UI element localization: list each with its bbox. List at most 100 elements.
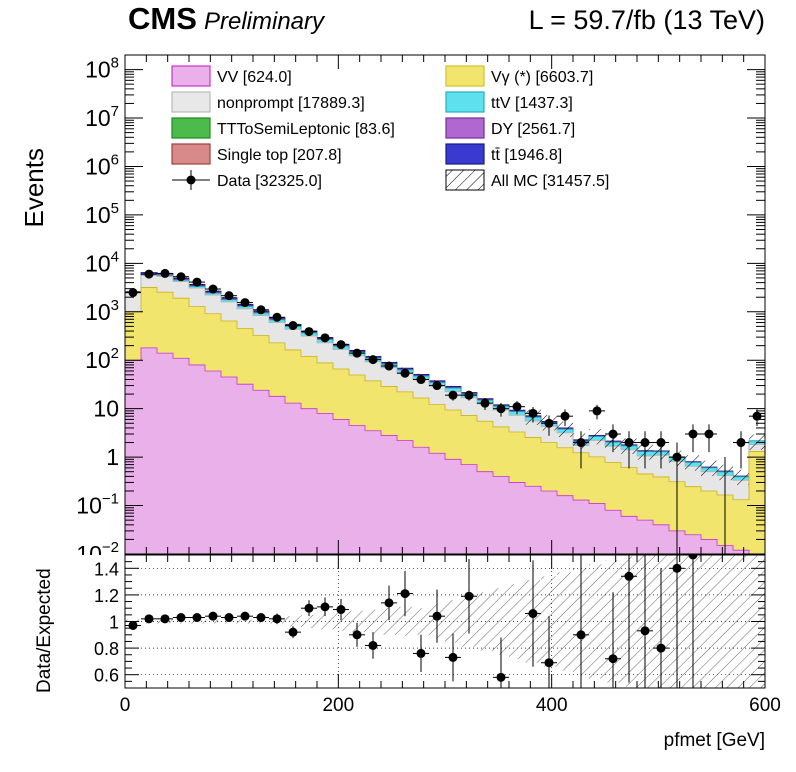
ratio-point [176, 613, 186, 623]
ratio-band-bin [701, 555, 717, 688]
ratio-y-tick-label: 0.6 [94, 666, 119, 686]
x-axis: 0 200 400 600 [120, 55, 781, 716]
legend-swatch-singletop [171, 143, 211, 165]
ratio-point [640, 626, 650, 636]
ratio-point [688, 555, 698, 560]
ratio-y-tick-label: 0.8 [94, 639, 119, 659]
data-point [704, 429, 714, 439]
y-tick-label: 103 [85, 297, 119, 325]
y-tick-label: 102 [85, 345, 119, 373]
ratio-band-bin [477, 592, 493, 651]
ratio-band-bin [205, 619, 221, 624]
ratio-point [464, 591, 474, 601]
ratio-point [368, 640, 378, 650]
y-tick-label: 10 [93, 396, 119, 422]
legend-swatch-dy [445, 117, 485, 139]
data-point [256, 305, 266, 315]
ratio-point [240, 611, 250, 621]
data-point [496, 404, 506, 414]
data-point [384, 361, 394, 371]
luminosity-label: L = 59.7/fb (13 TeV) [529, 5, 765, 35]
ratio-point [352, 630, 362, 640]
ratio-point [336, 605, 346, 615]
mc-band-bin [397, 367, 413, 369]
mc-band-bin [429, 380, 445, 382]
legend-label-singletop: Single top [207.8] [217, 147, 342, 164]
ratio-uncertainty-band [125, 555, 765, 688]
ratio-band-bin [237, 619, 253, 624]
ratio-y-tick-label: 1.2 [94, 586, 119, 606]
legend-swatch-nonprompt [171, 91, 211, 113]
ratio-point [672, 563, 682, 573]
data-point [592, 406, 602, 416]
data-point [160, 268, 170, 278]
mc-band-bin [445, 385, 461, 388]
ratio-point [304, 603, 314, 613]
ratio-point [160, 614, 170, 624]
ratio-point [192, 613, 202, 623]
mc-band-bin [701, 460, 717, 477]
data-point [656, 438, 666, 448]
legend: VV [624.0] Vγ (*) [6603.7] nonprompt [1788… [171, 65, 609, 191]
data-point [624, 438, 634, 448]
ratio-band-bin [733, 555, 749, 688]
ratio-band-bin [397, 606, 413, 637]
ratio-band-bin [445, 600, 461, 643]
ratio-band-bin [301, 614, 317, 629]
x-tick-label: 0 [120, 695, 131, 716]
legend-label-vv: VV [624.0] [217, 69, 292, 86]
x-axis-title: pfmet [GeV] [664, 730, 765, 751]
preliminary-label: Preliminary [204, 8, 326, 35]
mc-band-bin [413, 373, 429, 375]
data-point [288, 321, 298, 331]
ratio-band-bin [509, 584, 525, 659]
ratio-point [272, 614, 282, 624]
mc-band-bin [589, 429, 605, 445]
data-point [240, 298, 250, 308]
legend-label-allmc: All MC [31457.5] [491, 173, 609, 190]
ratio-point [400, 589, 410, 599]
ratio-points [125, 555, 701, 688]
mc-band-bin [733, 469, 749, 486]
data-point [224, 291, 234, 301]
ratio-point [528, 609, 538, 619]
ratio-band-bin [285, 616, 301, 627]
legend-swatch-tt [445, 143, 485, 165]
ratio-point [384, 598, 394, 608]
legend-marker-data [186, 175, 196, 185]
data-point [416, 375, 426, 385]
legend-label-nonprompt: nonprompt [17889.3] [217, 95, 365, 112]
y-tick-label: 106 [85, 151, 119, 179]
ratio-point [416, 648, 426, 658]
ratio-band-bin [317, 613, 333, 630]
ratio-band-bin [589, 564, 605, 679]
legend-swatch-ttv [445, 91, 485, 113]
ratio-band-bin [493, 588, 509, 655]
data-point [208, 284, 218, 294]
data-point [176, 272, 186, 282]
stacked-histograms [125, 272, 765, 554]
ratio-band-bin [349, 610, 365, 633]
ratio-band-bin [717, 555, 733, 688]
data-point [512, 402, 522, 412]
mc-band-bin [557, 421, 573, 437]
data-point [576, 438, 586, 448]
cms-label: CMS [128, 1, 197, 36]
ratio-point [496, 672, 506, 682]
data-point [400, 368, 410, 378]
ratio-band-bin [365, 609, 381, 634]
data-point [736, 438, 746, 448]
legend-label-vgamma: Vγ (*) [6603.7] [491, 69, 593, 86]
ratio-point [208, 611, 218, 621]
data-point [128, 288, 138, 298]
y-tick-label: 1 [106, 444, 119, 470]
data-point [608, 429, 618, 439]
data-point [640, 438, 650, 448]
data-point [560, 411, 570, 421]
ratio-point [656, 643, 666, 653]
y-tick-label: 104 [85, 248, 119, 276]
y-tick-label: 10−1 [76, 491, 119, 519]
data-point [432, 381, 442, 391]
